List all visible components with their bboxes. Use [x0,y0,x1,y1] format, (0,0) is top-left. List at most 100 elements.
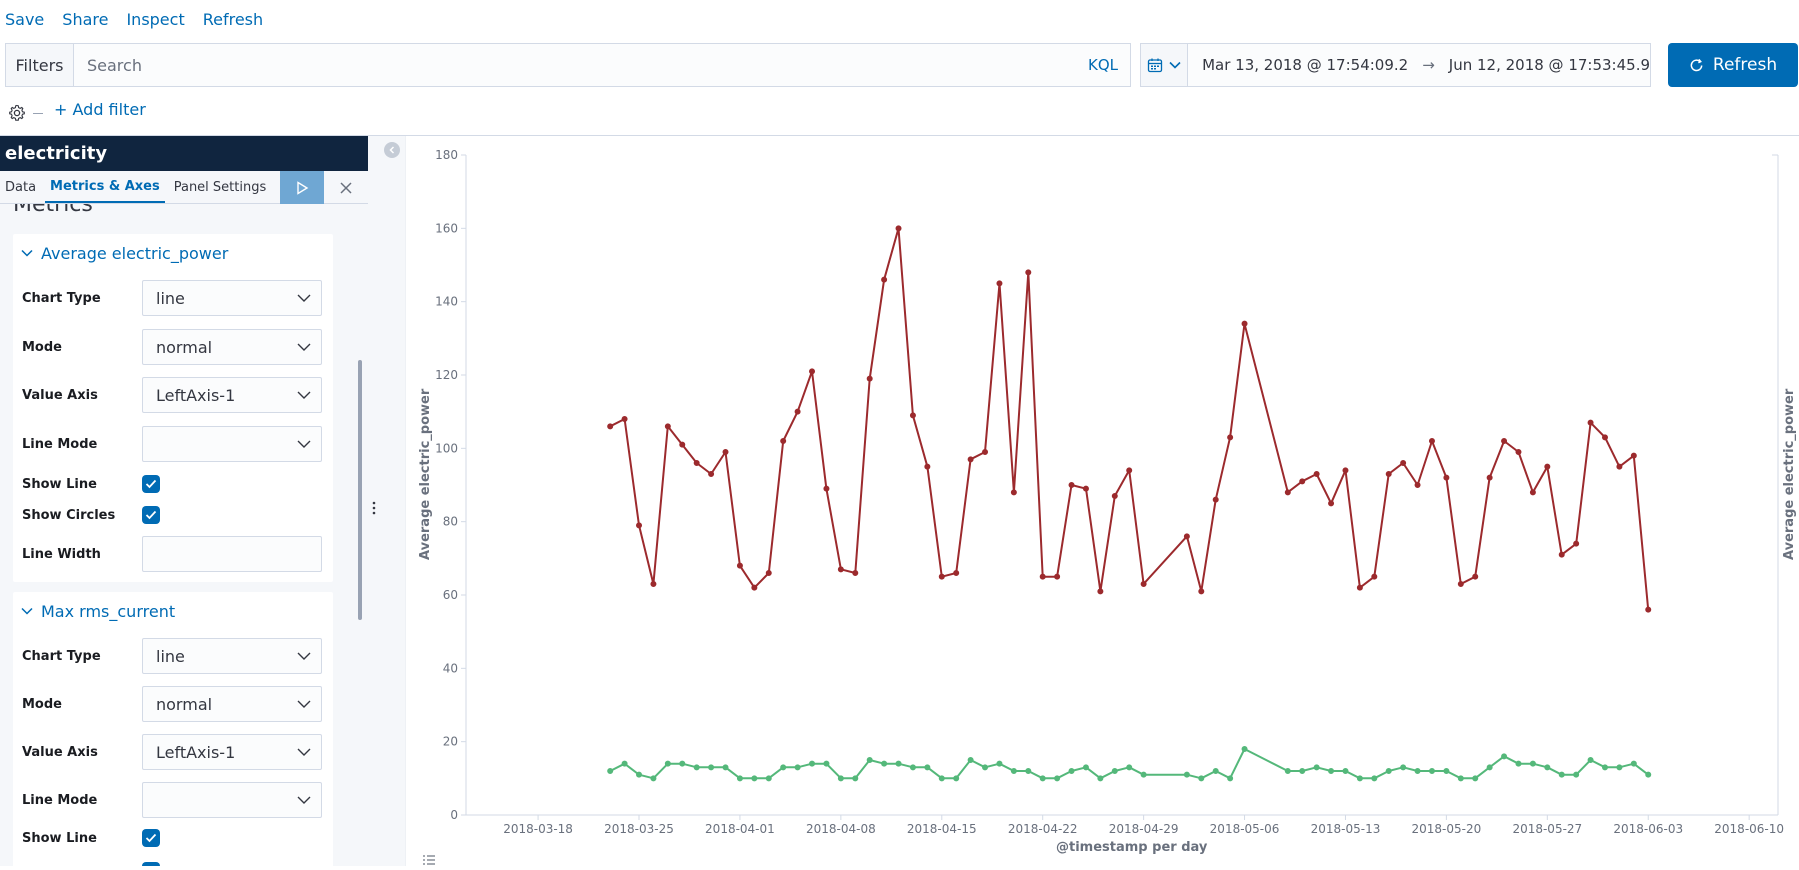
check-icon [145,833,157,843]
data-point [708,471,715,477]
data-point [607,768,614,774]
data-point [1068,482,1075,488]
series-line-1 [609,748,1649,780]
data-point [837,566,844,573]
data-point [1443,474,1450,481]
refresh-button-label: Refresh [1712,55,1778,75]
refresh-button[interactable]: Refresh [1668,43,1798,87]
y-tick-label: 140 [435,295,458,309]
top-nav: Save Share Inspect Refresh [0,0,281,38]
metric-panel-toggle[interactable]: Max rms_current [13,592,333,630]
data-point [1198,775,1205,782]
data-point [1486,764,1493,771]
data-point [1414,482,1421,488]
legend-toggle-icon[interactable] [422,851,436,870]
data-point [1126,467,1133,474]
save-link[interactable]: Save [5,9,45,29]
data-point [1414,768,1421,774]
tab-panel-settings[interactable]: Panel Settings [173,179,267,195]
metric-panel-toggle[interactable]: Average electric_power [13,234,333,272]
mode-label: Mode [22,696,62,712]
y-tick-label: 60 [443,588,458,602]
show-line-checkbox[interactable] [142,475,160,493]
line-width-input[interactable] [142,536,322,572]
value-axis-select[interactable]: LeftAxis-1 [142,734,322,770]
data-point [1328,768,1335,774]
data-point [881,760,888,767]
data-point [1097,588,1104,595]
y-tick-label: 180 [435,148,458,162]
data-point [1515,449,1522,455]
data-point [1587,757,1594,763]
chevron-down-icon [297,796,311,804]
chevron-down-icon [297,294,311,302]
share-link[interactable]: Share [62,9,109,29]
y-tick-label: 40 [443,661,458,675]
show-line-checkbox[interactable] [142,829,160,847]
show-circles-checkbox[interactable] [142,506,160,524]
data-point [636,771,643,778]
start-date[interactable]: Mar 13, 2018 @ 17:54:09.2 [1202,56,1409,74]
sidebar-scrollbar[interactable] [358,360,362,620]
data-point [1010,489,1017,496]
value-axis-select[interactable]: LeftAxis-1 [142,377,322,413]
line-width-label: Line Width [22,546,101,562]
mode-select[interactable]: normal [142,329,322,365]
data-point [751,775,758,782]
data-point [1284,489,1291,496]
kql-toggle[interactable]: KQL [1088,56,1118,74]
line-mode-select[interactable] [142,782,322,818]
data-point [693,764,700,771]
data-point [1140,581,1147,587]
query-bar: Filters KQL [5,43,1131,87]
data-point [1111,768,1118,774]
mode-select[interactable]: normal [142,686,322,722]
data-point [794,408,801,415]
data-point [938,573,945,580]
line-mode-select[interactable] [142,426,322,462]
data-point [996,280,1003,287]
search-input[interactable] [74,44,1076,86]
chevron-left-icon [389,146,395,154]
chevron-down-icon [21,249,33,257]
filter-options-button[interactable] [8,104,26,126]
data-point [1385,768,1392,774]
filter-divider [33,113,43,114]
sidebar-scroll-area[interactable]: Metrics Average electric_power Chart Typ… [0,204,368,866]
data-point [1486,474,1493,481]
data-point [1587,419,1594,426]
check-icon [145,479,157,489]
discard-changes-button[interactable] [328,171,364,204]
data-point [1371,775,1378,782]
y-tick-label: 120 [435,368,458,382]
data-point [1558,771,1565,778]
chart-type-select[interactable]: line [142,280,322,316]
data-point [621,416,628,422]
tab-metrics-axes[interactable]: Metrics & Axes [45,171,165,203]
data-point [1472,775,1479,782]
drag-handle-icon[interactable] [372,500,376,519]
data-point [708,764,715,771]
x-tick-label: 2018-06-10 [1714,822,1784,836]
refresh-link[interactable]: Refresh [202,9,264,29]
line-width-row: Line Width [22,536,327,572]
data-point [1356,584,1363,591]
data-point [1054,573,1061,580]
inspect-link[interactable]: Inspect [126,9,185,29]
data-point [1227,434,1234,441]
series-line-0 [609,227,1650,610]
add-filter-button[interactable]: + Add filter [54,100,146,119]
tab-data[interactable]: Data [5,179,37,195]
sidebar-resizer [368,136,406,866]
data-point [982,449,989,455]
quick-select-button[interactable] [1141,44,1189,86]
data-point [1241,746,1248,752]
filters-label[interactable]: Filters [6,44,74,86]
apply-changes-button[interactable] [280,171,324,204]
end-date[interactable]: Jun 12, 2018 @ 17:53:45.9 [1448,56,1650,74]
collapse-sidebar-button[interactable] [384,142,400,158]
data-point [881,276,888,283]
data-point [1371,573,1378,580]
show-circles-checkbox[interactable] [142,862,160,866]
chart-type-select[interactable]: line [142,638,322,674]
